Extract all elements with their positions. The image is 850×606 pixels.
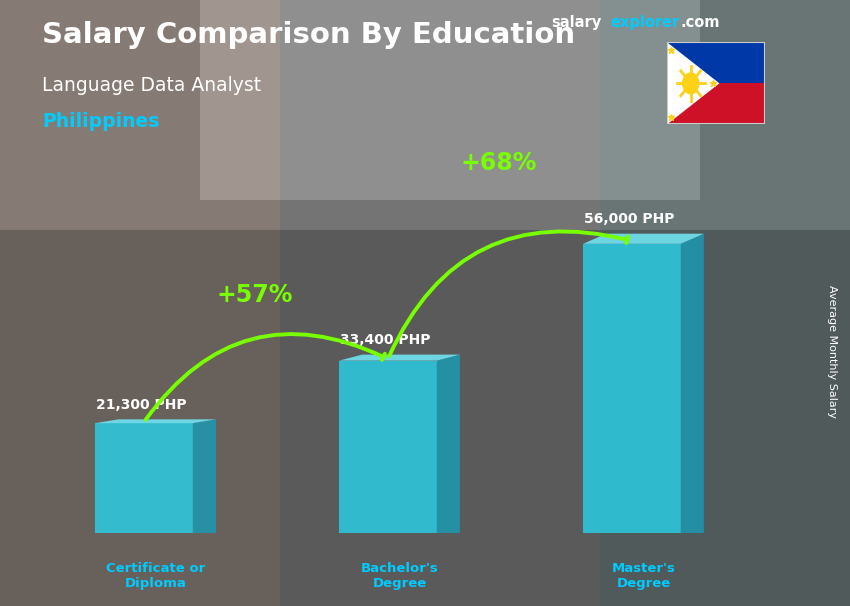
Text: Certificate or
Diploma: Certificate or Diploma [106, 562, 205, 590]
Polygon shape [339, 355, 460, 361]
Text: 56,000 PHP: 56,000 PHP [584, 213, 675, 227]
Polygon shape [339, 361, 437, 533]
Text: 33,400 PHP: 33,400 PHP [340, 333, 431, 347]
Circle shape [682, 72, 700, 95]
Text: .com: .com [680, 15, 719, 30]
Polygon shape [193, 419, 216, 533]
Text: 21,300 PHP: 21,300 PHP [96, 398, 187, 412]
Polygon shape [667, 42, 719, 124]
Bar [0, 230, 850, 606]
Text: Philippines: Philippines [42, 112, 160, 131]
Text: salary: salary [551, 15, 601, 30]
Text: +68%: +68% [460, 151, 536, 175]
Polygon shape [583, 234, 704, 244]
Text: +57%: +57% [216, 283, 292, 307]
Text: Salary Comparison By Education: Salary Comparison By Education [42, 21, 575, 49]
Text: Bachelor's
Degree: Bachelor's Degree [360, 562, 439, 590]
Polygon shape [583, 244, 681, 533]
Bar [667, 42, 765, 83]
Text: Average Monthly Salary: Average Monthly Salary [827, 285, 837, 418]
Text: explorer: explorer [610, 15, 680, 30]
Text: Language Data Analyst: Language Data Analyst [42, 76, 262, 95]
Polygon shape [437, 355, 460, 533]
Polygon shape [681, 234, 704, 533]
Polygon shape [95, 419, 216, 423]
Bar [667, 83, 765, 124]
Text: Master's
Degree: Master's Degree [611, 562, 676, 590]
Polygon shape [95, 423, 193, 533]
